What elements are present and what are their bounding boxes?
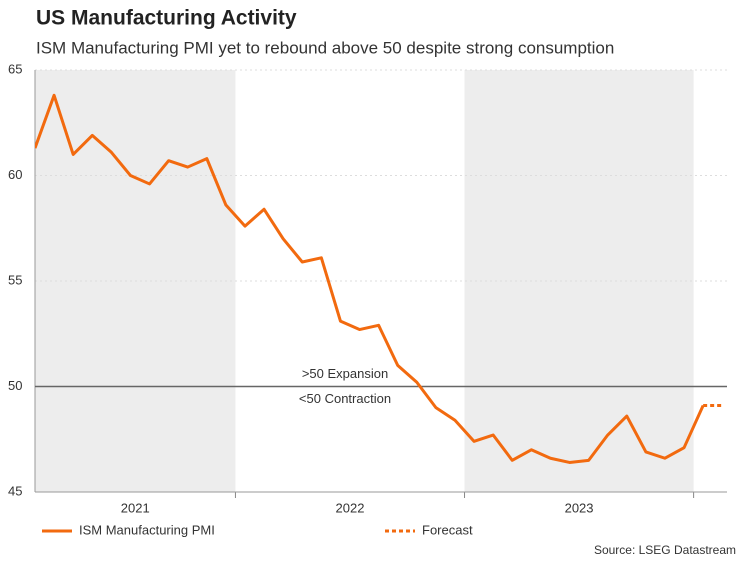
- y-tick-label: 65: [8, 61, 22, 76]
- x-tick-label: 2021: [121, 500, 150, 515]
- reference-label: <50 Contraction: [299, 391, 391, 406]
- x-tick-label: 2023: [565, 500, 594, 515]
- legend-label: ISM Manufacturing PMI: [79, 522, 215, 537]
- x-tick-label: 2022: [336, 500, 365, 515]
- series-line: [35, 93, 705, 464]
- source: Source: LSEG Datastream: [594, 543, 736, 557]
- y-tick-label: 45: [8, 483, 22, 498]
- y-tick-label: 55: [8, 272, 22, 287]
- plot: [35, 93, 723, 464]
- y-tick-label: 60: [8, 167, 22, 182]
- legend-label: Forecast: [422, 522, 473, 537]
- reference-label: >50 Expansion: [302, 366, 388, 381]
- y-tick-label: 50: [8, 378, 22, 393]
- chart-subtitle: ISM Manufacturing PMI yet to rebound abo…: [36, 38, 614, 57]
- year-band: [464, 70, 694, 492]
- chart-title: US Manufacturing Activity: [36, 7, 297, 30]
